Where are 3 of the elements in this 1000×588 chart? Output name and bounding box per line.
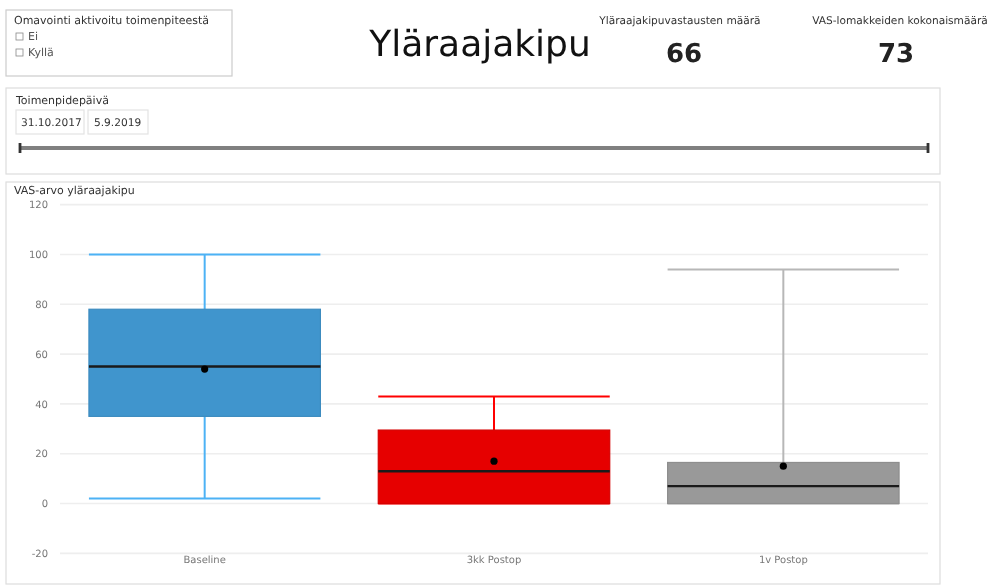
text: 73 — [877, 40, 915, 70]
chart-title: Yläraajakipu — [367, 24, 591, 66]
text: 66 — [665, 40, 703, 70]
